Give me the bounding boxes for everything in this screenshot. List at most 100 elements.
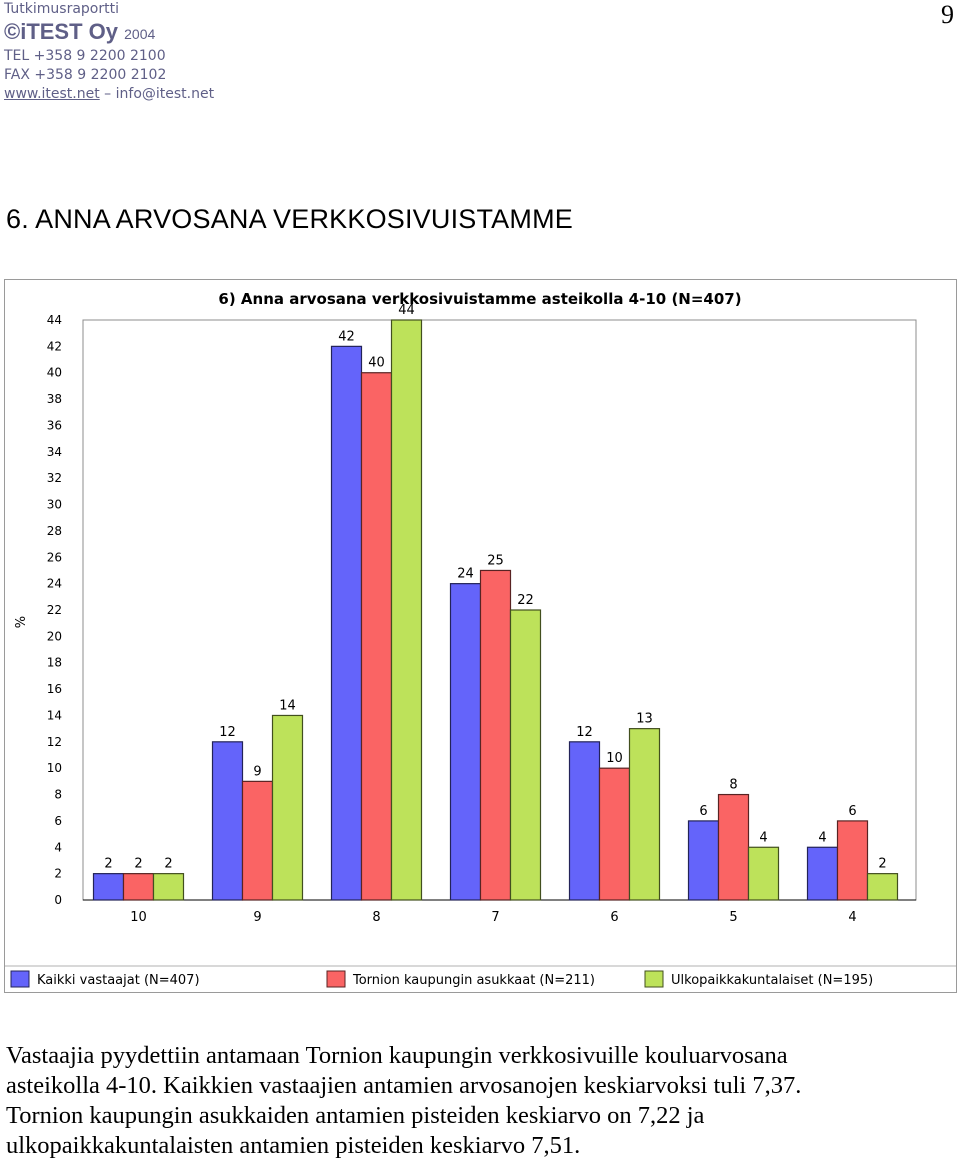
bar-chart: 6) Anna arvosana verkkosivuistamme astei… — [5, 290, 956, 988]
y-tick-label: 12 — [47, 735, 62, 749]
data-label: 40 — [368, 356, 385, 371]
fax-number: FAX +358 9 2200 2102 — [4, 67, 167, 83]
y-tick-label: 34 — [47, 445, 62, 459]
bar — [568, 741, 601, 901]
data-label: 6 — [699, 804, 707, 819]
contact-separator: – — [99, 86, 116, 102]
paragraph-line: Tornion kaupungin asukkaiden antamien pi… — [6, 1102, 705, 1129]
y-tick-label: 2 — [54, 867, 62, 881]
x-tick-label: 5 — [729, 910, 737, 925]
y-tick-label: 28 — [47, 524, 62, 538]
bar — [211, 741, 244, 901]
y-tick-label: 40 — [47, 366, 62, 380]
brand-text: ©iTEST Oy — [4, 19, 119, 44]
y-tick-label: 4 — [54, 840, 62, 854]
website-link[interactable]: www.itest.net — [4, 86, 100, 102]
summary-paragraph: Vastaajia pyydettiin antamaan Tornion ka… — [6, 1041, 956, 1161]
brand-year: 2004 — [124, 26, 156, 42]
data-label: 42 — [338, 329, 355, 344]
chart-frame: 6) Anna arvosana verkkosivuistamme astei… — [4, 279, 957, 993]
bar — [122, 873, 155, 901]
bar — [271, 714, 304, 901]
data-label: 2 — [164, 857, 172, 872]
data-label: 25 — [487, 553, 504, 568]
data-label: 6 — [848, 804, 856, 819]
y-tick-label: 36 — [47, 418, 62, 432]
y-tick-label: 8 — [54, 788, 62, 802]
data-label: 14 — [279, 698, 296, 713]
bar — [628, 728, 661, 901]
bar — [598, 767, 631, 901]
data-label: 8 — [729, 778, 737, 793]
contact-line: www.itest.net – info@itest.net — [4, 85, 214, 104]
data-label: 4 — [818, 830, 826, 845]
y-axis-label: % — [14, 616, 29, 628]
legend-label: Tornion kaupungin asukkaat (N=211) — [352, 973, 595, 988]
bar — [479, 569, 512, 901]
bar — [152, 873, 185, 901]
legend-swatch — [326, 970, 346, 988]
x-tick-label: 6 — [610, 910, 618, 925]
data-label: 22 — [517, 593, 534, 608]
x-tick-label: 4 — [848, 910, 856, 925]
y-tick-label: 0 — [54, 893, 62, 907]
data-label: 2 — [134, 857, 142, 872]
y-tick-label: 38 — [47, 392, 62, 406]
y-tick-label: 18 — [47, 656, 62, 670]
y-tick-label: 20 — [47, 629, 62, 643]
y-tick-label: 16 — [47, 682, 62, 696]
chart-title: 6) Anna arvosana verkkosivuistamme astei… — [218, 290, 741, 308]
bar — [806, 846, 839, 901]
brand-name: ©iTEST Oy 2004 — [4, 19, 214, 47]
paragraph-line: Vastaajia pyydettiin antamaan Tornion ka… — [6, 1042, 788, 1069]
bar — [509, 609, 542, 901]
bar — [836, 820, 869, 901]
bar — [717, 793, 750, 901]
data-label: 4 — [759, 830, 767, 845]
y-tick-label: 26 — [47, 550, 62, 564]
data-label: 12 — [219, 725, 236, 740]
data-label: 10 — [606, 751, 623, 766]
data-label: 44 — [398, 303, 415, 318]
y-tick-label: 24 — [47, 577, 62, 591]
bar — [449, 583, 482, 901]
data-label: 2 — [878, 857, 886, 872]
x-tick-label: 8 — [372, 910, 380, 925]
report-label: Tutkimusraportti — [4, 1, 120, 17]
phone-number: TEL +358 9 2200 2100 — [4, 48, 166, 64]
y-tick-label: 6 — [54, 814, 62, 828]
x-tick-label: 10 — [130, 910, 147, 925]
x-tick-label: 7 — [491, 910, 499, 925]
bar — [360, 372, 393, 901]
email-address: info@itest.net — [115, 86, 215, 102]
bar — [390, 319, 423, 901]
report-header: Tutkimusraportti ©iTEST Oy 2004 TEL +358… — [4, 0, 214, 104]
legend-swatch — [10, 970, 30, 988]
paragraph-line: ulkopaikkakuntalaisten antamien pisteide… — [6, 1132, 581, 1159]
y-tick-label: 22 — [47, 603, 62, 617]
data-label: 13 — [636, 712, 653, 727]
y-tick-label: 42 — [47, 339, 62, 353]
bar — [92, 873, 125, 901]
data-label: 12 — [576, 725, 593, 740]
bar — [241, 780, 274, 901]
data-label: 24 — [457, 567, 474, 582]
y-tick-label: 44 — [47, 313, 62, 327]
y-tick-label: 10 — [47, 761, 62, 775]
bar — [866, 873, 899, 901]
paragraph-line: asteikolla 4-10. Kaikkien vastaajien ant… — [6, 1072, 802, 1099]
y-tick-label: 30 — [47, 498, 62, 512]
x-tick-label: 9 — [253, 910, 261, 925]
bar — [330, 345, 363, 901]
legend-swatch — [644, 970, 664, 988]
y-tick-label: 32 — [47, 471, 62, 485]
y-tick-label: 14 — [47, 708, 62, 722]
data-label: 9 — [253, 764, 261, 779]
legend-label: Kaikki vastaajat (N=407) — [37, 973, 200, 988]
bar — [687, 820, 720, 901]
legend-label: Ulkopaikkakuntalaiset (N=195) — [671, 973, 873, 988]
bar — [747, 846, 780, 901]
data-label: 2 — [104, 857, 112, 872]
section-title: 6. ANNA ARVOSANA VERKKOSIVUISTAMME — [6, 204, 573, 234]
page-number: 9 — [941, 0, 954, 29]
